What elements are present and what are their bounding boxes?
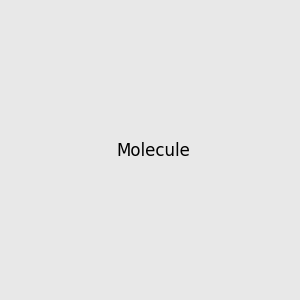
Text: Molecule: Molecule: [117, 142, 191, 160]
